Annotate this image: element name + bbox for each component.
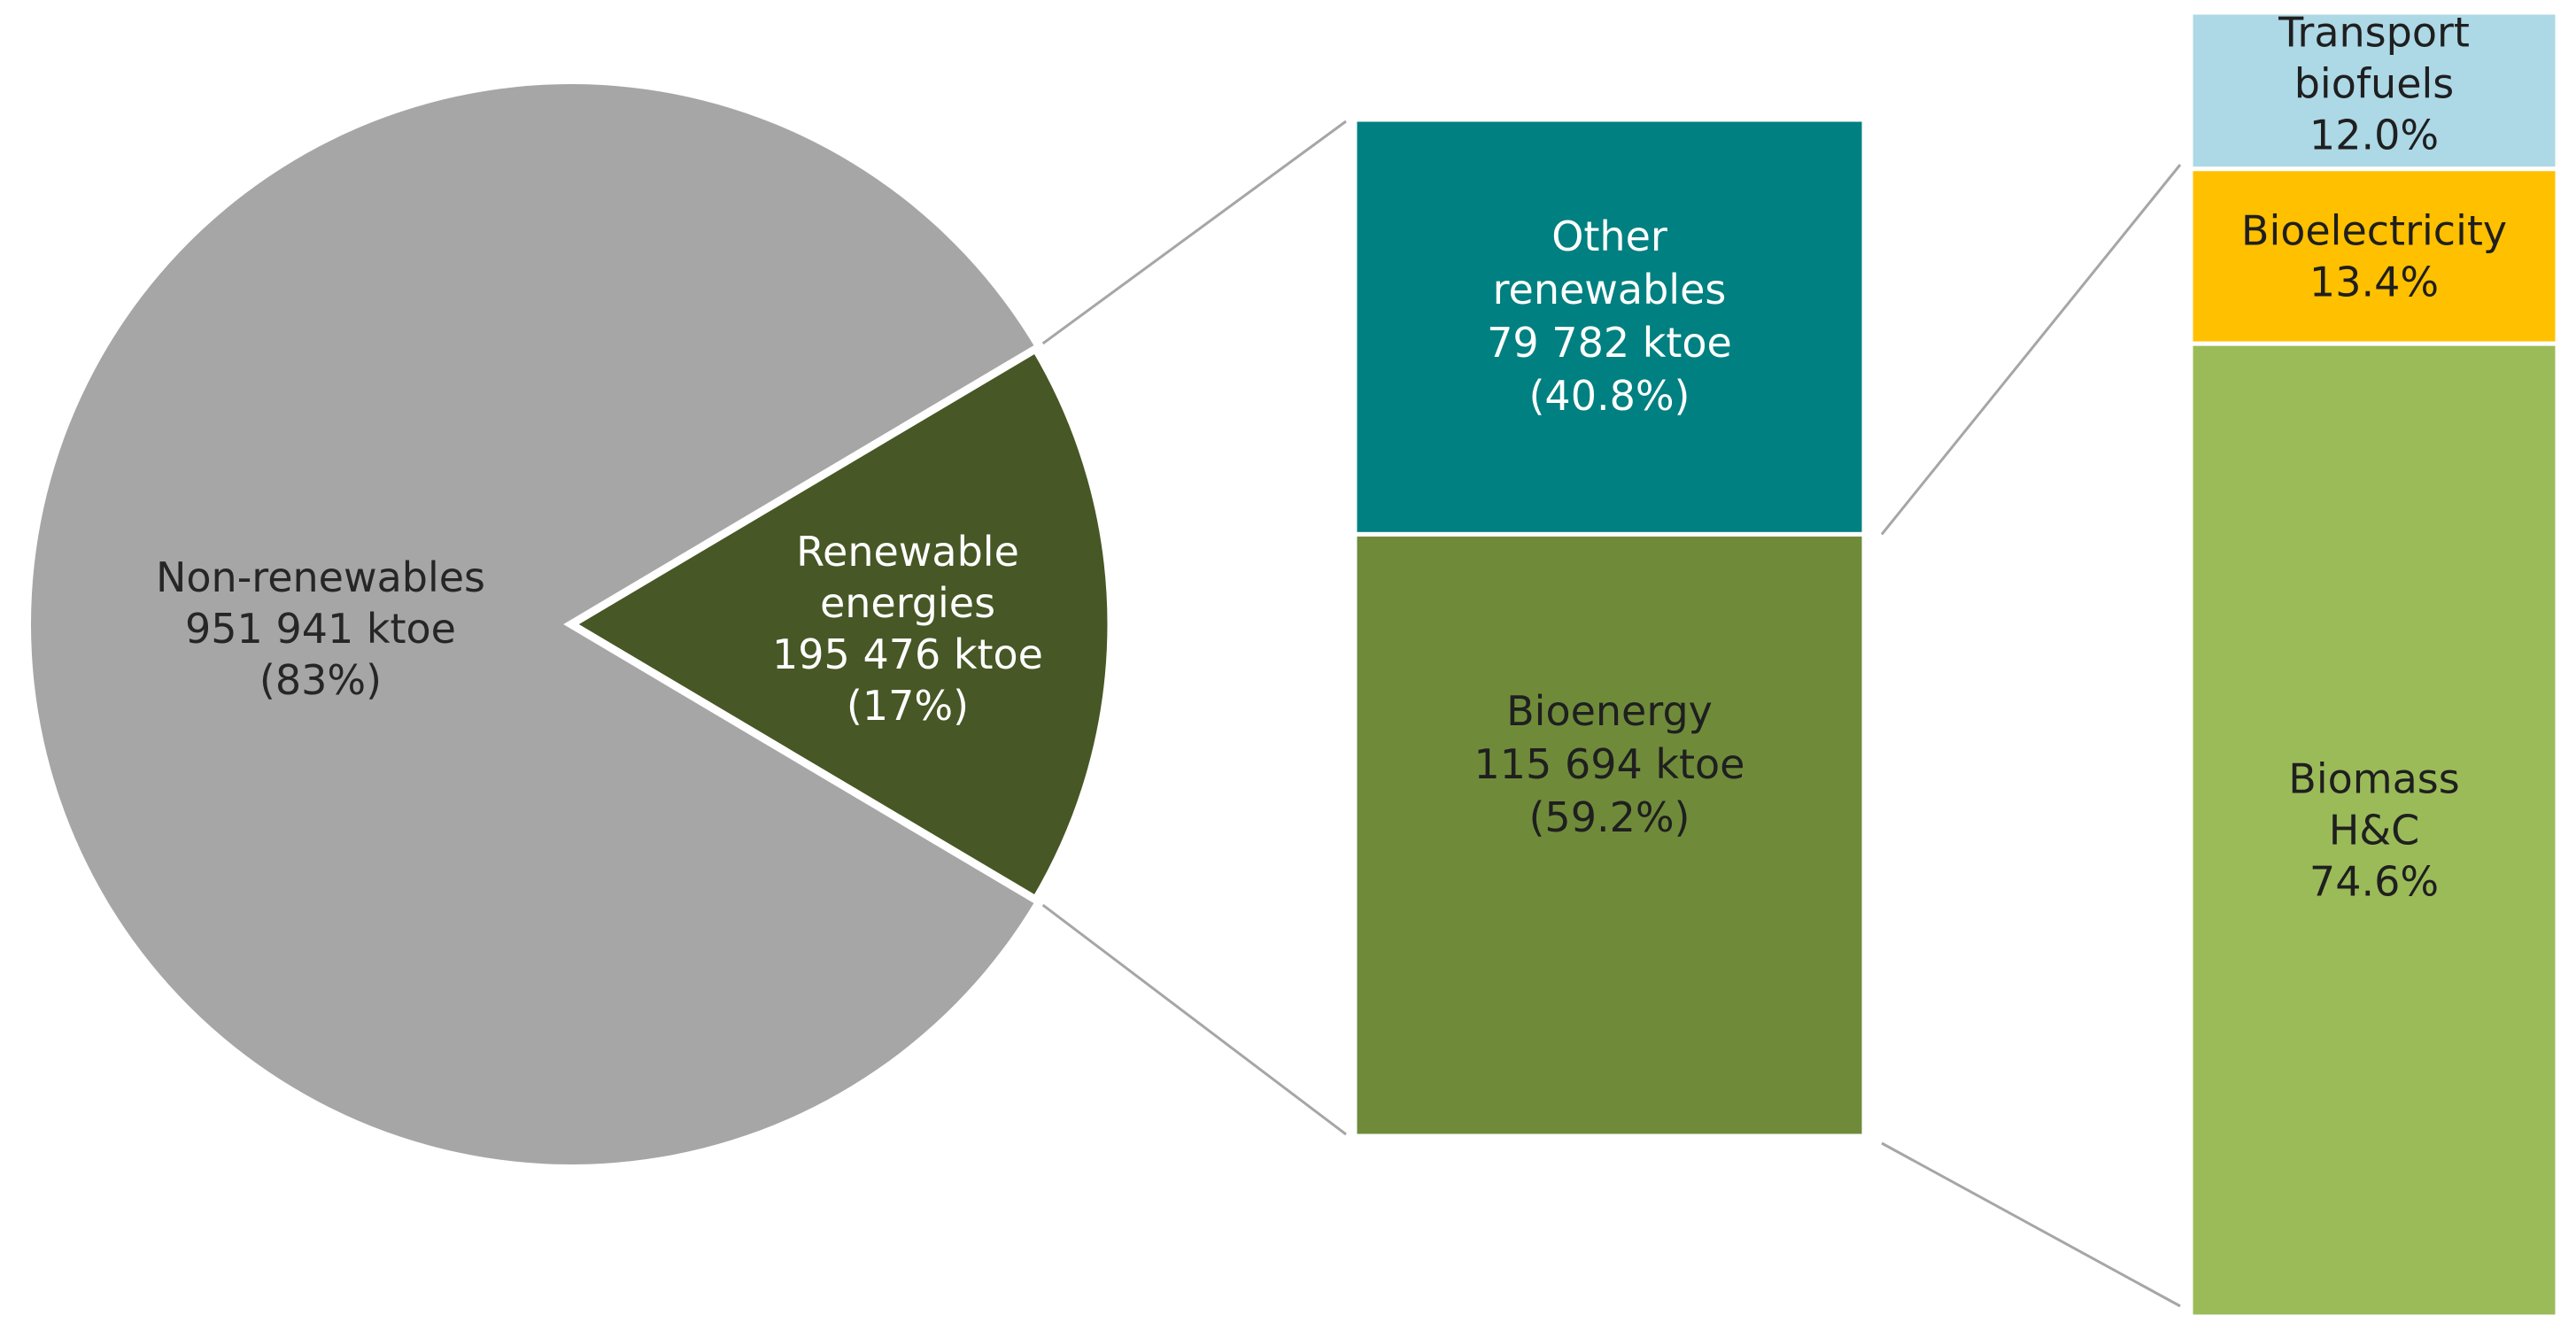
pie-label-renewable-energies-line-3: (17%) <box>847 682 969 730</box>
pie-label-non-renewables-line-2: (83%) <box>259 656 382 704</box>
bar-label-biomass-h-c-line-1: H&C <box>2329 807 2420 855</box>
bar-label-bioenergy-line-0: Bioenergy <box>1506 687 1713 735</box>
pie-slice-non-renewables <box>30 83 1036 1165</box>
bar-label-other-renewables-line-2: 79 782 ktoe <box>1487 319 1732 367</box>
bar-label-biomass-h-c-line-2: 74.6% <box>2309 858 2439 906</box>
bar-label-bioenergy-line-1: 115 694 ktoe <box>1474 740 1745 788</box>
bar-label-transport-biofuels-line-0: Transport <box>2278 8 2470 56</box>
bar-label-other-renewables-line-1: renewables <box>1493 266 1727 313</box>
bar-label-bioelectricity-line-1: 13.4% <box>2309 258 2439 305</box>
pie-label-non-renewables-line-1: 951 941 ktoe <box>185 605 456 653</box>
pie-label-renewable-energies-line-0: Renewable <box>796 528 1019 576</box>
bar-segment-bioenergy <box>1352 531 1867 1139</box>
connector-line-bar-top <box>1880 164 2182 536</box>
bar-label-bioelectricity-line-0: Bioelectricity <box>2241 206 2507 254</box>
bar-segment-bioelectricity <box>2188 166 2560 346</box>
pie-label-renewable-energies-line-1: energies <box>820 579 995 627</box>
pie-label-non-renewables-line-0: Non-renewables <box>156 553 485 601</box>
connector-line-pie-bottom <box>1041 903 1347 1136</box>
connector-line-pie-top <box>1041 120 1347 345</box>
bar-label-other-renewables-line-0: Other <box>1551 213 1667 260</box>
bar-label-transport-biofuels-line-2: 12.0% <box>2309 111 2439 159</box>
bar-label-other-renewables-line-3: (40.8%) <box>1528 372 1690 420</box>
bar-label-bioenergy-line-2: (59.2%) <box>1528 793 1690 841</box>
bar-label-transport-biofuels-line-1: biofuels <box>2294 59 2455 107</box>
connector-line-bar-bottom <box>1881 1141 2181 1308</box>
bar-segment-biomass-h-c <box>2188 341 2560 1319</box>
bar-label-biomass-h-c-line-0: Biomass <box>2288 755 2459 803</box>
pie-label-renewable-energies-line-2: 195 476 ktoe <box>772 630 1043 678</box>
pie-slice-renewable-energies <box>563 343 1116 906</box>
bar-segment-other-renewables <box>1352 117 1867 537</box>
